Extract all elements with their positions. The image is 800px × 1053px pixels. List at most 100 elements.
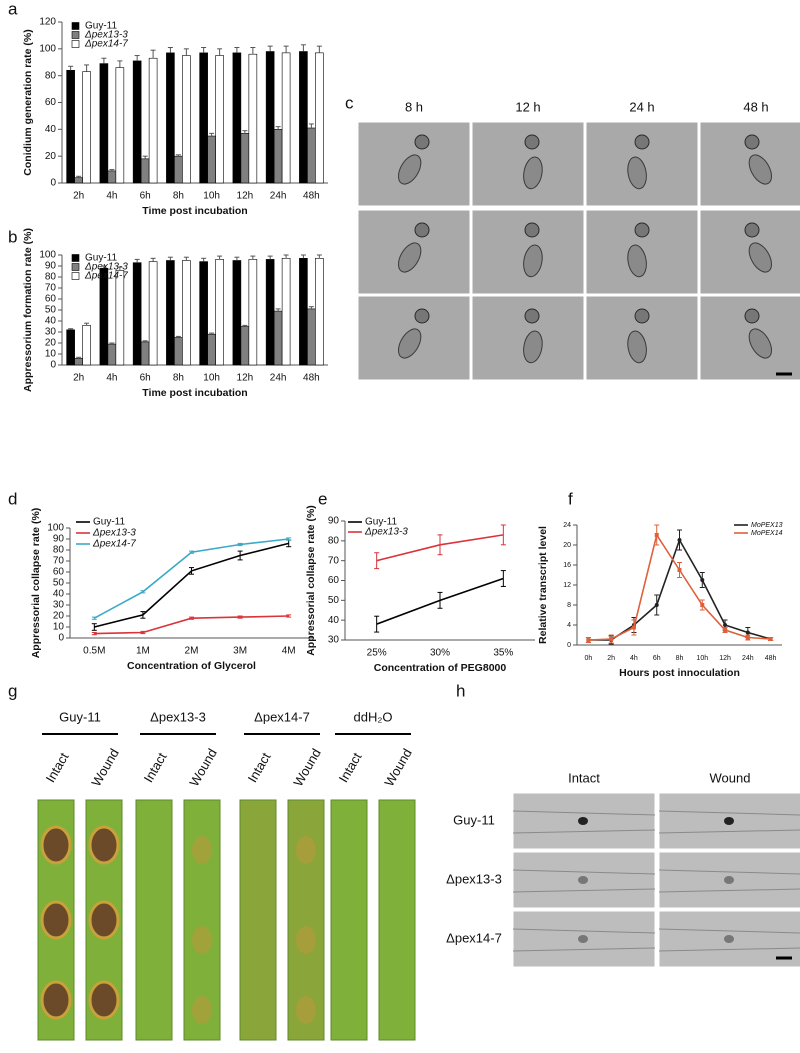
y-tick-label: 30 [328, 635, 340, 646]
bar [148, 261, 158, 366]
x-tick-label: 10h [203, 373, 220, 384]
appressorium [414, 222, 430, 238]
y-tick-label: 8 [567, 602, 571, 609]
x-tick-label: 24h [270, 191, 287, 202]
group-label: ddH₂O [353, 709, 392, 724]
x-tick-label: 1M [136, 646, 150, 657]
y-tick-label: 40 [53, 589, 65, 600]
cell-wall [658, 810, 800, 816]
marker [768, 637, 773, 641]
lesion [296, 926, 316, 954]
appressorium [634, 222, 650, 238]
leaf [330, 799, 368, 1041]
x-tick-label: 24h [742, 655, 754, 662]
x-tick-label: 2h [73, 373, 84, 384]
conidium [748, 328, 772, 359]
x-tick-label: 4h [630, 655, 638, 662]
appressorium [634, 134, 650, 150]
bar [265, 259, 275, 366]
appressorium [578, 817, 588, 825]
appressorium [724, 817, 734, 825]
conidium [398, 328, 422, 359]
bar [99, 63, 109, 184]
y-tick-label: 80 [45, 70, 57, 81]
lesion [296, 836, 316, 864]
cell-wall [512, 947, 656, 952]
x-tick-label: 12h [237, 191, 254, 202]
appressorium [744, 134, 760, 150]
lesion [88, 825, 120, 865]
conidium [523, 244, 543, 278]
bar [115, 67, 125, 184]
conidium [523, 330, 543, 364]
legend-swatch [71, 272, 80, 280]
x-tick-label: 8h [173, 191, 184, 202]
y-tick-label: 40 [45, 316, 57, 327]
legend-label: Δpex13-3 [84, 30, 128, 41]
bar [273, 310, 283, 366]
appressorium [724, 876, 734, 884]
x-tick-label: 48h [303, 373, 320, 384]
x-tick-label: 25% [367, 648, 387, 659]
x-tick-label: 10h [203, 191, 220, 202]
column-label: 12 h [515, 99, 540, 114]
y-tick-label: 4 [567, 622, 571, 629]
marker [677, 538, 682, 542]
bar [132, 262, 142, 366]
panel-label: g [8, 681, 17, 700]
y-tick-label: 30 [45, 327, 57, 338]
x-tick-label: 2h [73, 191, 84, 202]
panel-label: e [318, 489, 327, 508]
row-label: Δpex14-7 [446, 930, 502, 945]
appressorium [414, 134, 430, 150]
x-tick-label: 2h [607, 655, 615, 662]
bar [107, 343, 117, 366]
column-label: Wound [710, 770, 751, 785]
y-tick-label: 60 [328, 575, 340, 586]
bar [232, 52, 242, 184]
marker [745, 635, 750, 640]
x-tick-label: 0h [584, 655, 592, 662]
column-label: 48 h [743, 99, 768, 114]
conidium [748, 154, 772, 185]
group-label: Δpex13-3 [150, 709, 206, 724]
panel-label: a [8, 0, 18, 18]
y-axis-label: Relative transcript level [537, 526, 549, 644]
bar [273, 129, 283, 184]
bar [99, 267, 109, 366]
condition-label: Intact [43, 750, 72, 785]
column-label: 24 h [629, 99, 654, 114]
lesion [192, 996, 212, 1024]
bar [182, 55, 191, 184]
y-tick-label: 80 [328, 535, 340, 546]
cell-wall [512, 888, 656, 893]
legend-swatch [71, 263, 80, 271]
bar [82, 325, 91, 366]
bar [182, 260, 191, 366]
y-tick-label: 24 [563, 522, 571, 529]
bar [281, 52, 291, 184]
legend-label: Δpex13-3 [92, 528, 136, 539]
x-tick-label: 4h [106, 191, 117, 202]
legend-label: Δpex13-3 [364, 527, 408, 538]
legend-swatch [71, 31, 80, 39]
y-tick-label: 12 [563, 582, 571, 589]
y-tick-label: 0 [567, 642, 571, 649]
bar [140, 341, 150, 366]
legend-swatch [71, 40, 80, 48]
bar [82, 71, 91, 184]
y-tick-label: 60 [53, 567, 65, 578]
line [94, 542, 289, 628]
panel-label: f [568, 489, 573, 508]
bar [174, 337, 183, 366]
cell-wall [512, 810, 656, 816]
legend-label: Guy-11 [365, 517, 397, 528]
conidium [523, 156, 543, 190]
bar [66, 329, 75, 366]
x-tick-label: 35% [493, 648, 513, 659]
x-tick-label: 2M [185, 646, 199, 657]
micrograph [699, 209, 800, 295]
bar [240, 133, 250, 184]
x-tick-label: 12h [237, 373, 254, 384]
marker [654, 533, 659, 537]
